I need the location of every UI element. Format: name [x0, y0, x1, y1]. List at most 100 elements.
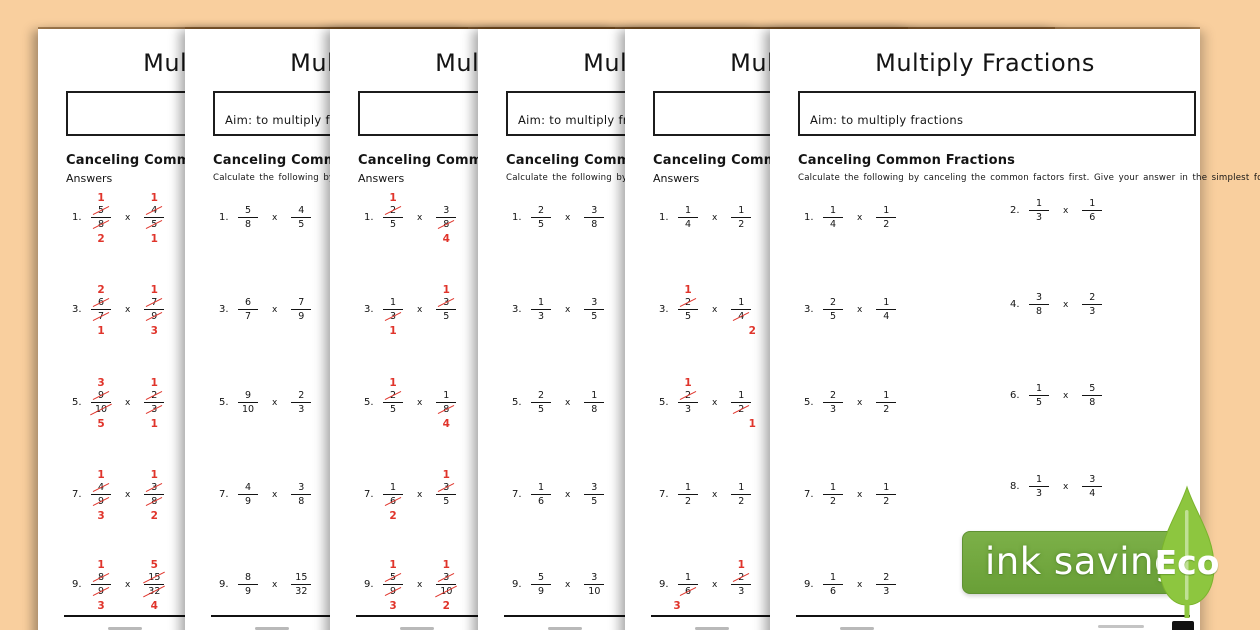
- canceled-numerator-value: 1: [97, 192, 105, 204]
- fraction-bar: [436, 494, 457, 495]
- denominator: 32: [148, 586, 161, 597]
- fraction-problem: 7. 1 6 x 3 5: [512, 482, 607, 507]
- fraction-bar: [144, 494, 165, 495]
- footer-text-smudge: [1098, 625, 1144, 628]
- denominator: 3: [829, 404, 837, 415]
- numerator: 3: [443, 205, 450, 216]
- numerator: 3: [151, 482, 158, 493]
- fraction-bar: [584, 494, 605, 495]
- numerator: 2: [684, 390, 692, 401]
- problem-number: 3.: [804, 304, 814, 315]
- numerator: 2: [389, 390, 397, 401]
- problems-area: 1. 1 2 5 x 3 8 4 3. 1 3 1 x 1 3 5 5. 1 2 5 x 1 8 4 7. 1 6 2 x 1 3 5 9. 1 5…: [330, 29, 760, 630]
- numerator: 2: [389, 205, 397, 216]
- answers-label: Answers: [358, 172, 405, 185]
- fraction-bar: [436, 217, 457, 218]
- eco-label: Eco: [1154, 543, 1220, 582]
- twinkl-cloud-logo: ☁: [358, 617, 392, 630]
- denominator: 9: [298, 311, 305, 322]
- canceled-denominator-value: 3: [150, 325, 158, 337]
- canceled-numerator-value: 1: [97, 559, 105, 571]
- canceled-numerator-value: 1: [389, 377, 397, 389]
- fraction-problem: 9. 1 8 9 3 x 5 15 32 4: [72, 560, 167, 611]
- fraction-bar: [144, 584, 165, 585]
- denominator: 5: [298, 219, 305, 230]
- denominator: 3: [537, 311, 545, 322]
- denominator: 8: [244, 219, 252, 230]
- fraction-bar: [91, 402, 111, 403]
- numerator: 1: [443, 390, 450, 401]
- fraction-bar: [531, 494, 551, 495]
- numerator: 3: [591, 572, 598, 583]
- multiply-sign: x: [125, 580, 131, 590]
- numerator: 2: [738, 572, 745, 583]
- twinkl-cloud-logo: ☁: [653, 617, 687, 630]
- multiply-sign: x: [712, 490, 718, 500]
- fraction-bar: [1029, 395, 1049, 396]
- problem-number: 3.: [364, 304, 374, 315]
- eco-leaf-icon: [1159, 485, 1215, 618]
- numerator: 5: [97, 205, 105, 216]
- denominator: 3: [298, 404, 305, 415]
- canceled-denominator-value: 5: [97, 418, 105, 430]
- numerator: 1: [591, 390, 598, 401]
- fraction-bar: [584, 584, 605, 585]
- fraction-bar: [678, 494, 698, 495]
- fraction-bar: [1029, 210, 1049, 211]
- denominator: 10: [440, 586, 453, 597]
- numerator: 3: [443, 572, 450, 583]
- canceled-denominator-value: 3: [97, 510, 105, 522]
- footer-text-smudge: [548, 627, 582, 630]
- numerator: 1: [684, 572, 692, 583]
- denominator: 9: [389, 586, 397, 597]
- fraction-problem: 5. 2 3 x 1 2: [804, 390, 899, 415]
- multiply-sign: x: [1063, 482, 1069, 492]
- denominator: 5: [591, 496, 598, 507]
- fraction-bar: [144, 402, 165, 403]
- problem-number: 4.: [1010, 299, 1020, 310]
- fraction-bar: [876, 584, 897, 585]
- denominator: 5: [684, 311, 692, 322]
- numerator: 7: [298, 297, 305, 308]
- fraction-bar: [291, 402, 312, 403]
- canceled-numerator-value: 1: [150, 192, 158, 204]
- denominator: 4: [684, 219, 692, 230]
- problem-number: 1.: [219, 212, 229, 223]
- fraction-bar: [678, 309, 698, 310]
- footer-rule: [796, 615, 1190, 617]
- denominator: 8: [97, 219, 105, 230]
- canceled-denominator-value: 2: [150, 510, 158, 522]
- multiply-sign: x: [565, 398, 571, 408]
- problem-number: 9.: [804, 579, 814, 590]
- numerator: 3: [591, 205, 598, 216]
- multiply-sign: x: [857, 398, 863, 408]
- denominator: 9: [244, 496, 252, 507]
- numerator: 1: [883, 390, 890, 401]
- problems-area: 1. 5 8 x 4 5 3. 6 7 x 7 9 5. 9 10 x 2 3 7. 4 9 x 3 8 9. 8 9 x 15 32: [185, 29, 615, 630]
- canceled-numerator-value: 1: [684, 284, 692, 296]
- fraction-bar: [144, 217, 165, 218]
- denominator: 2: [738, 404, 745, 415]
- problems-area: 1. 1 4 x 1 2 3. 1 2 5 x 1 4 2 5. 1 2 3 x 1 2 1 7. 1 2 x 1 2 9. 1 6 3 x 1 2…: [625, 29, 1055, 630]
- footer-text-smudge: [400, 627, 434, 630]
- fraction-problem: 1. 1 4 x 1 2: [659, 205, 754, 230]
- canceled-denominator-value: 3: [673, 600, 681, 612]
- canceled-denominator-value: 4: [442, 418, 450, 430]
- fraction-problem: 5. 1 2 5 x 1 8 4: [364, 378, 459, 429]
- denominator: 5: [443, 496, 450, 507]
- fraction: 3 8 4: [433, 205, 459, 244]
